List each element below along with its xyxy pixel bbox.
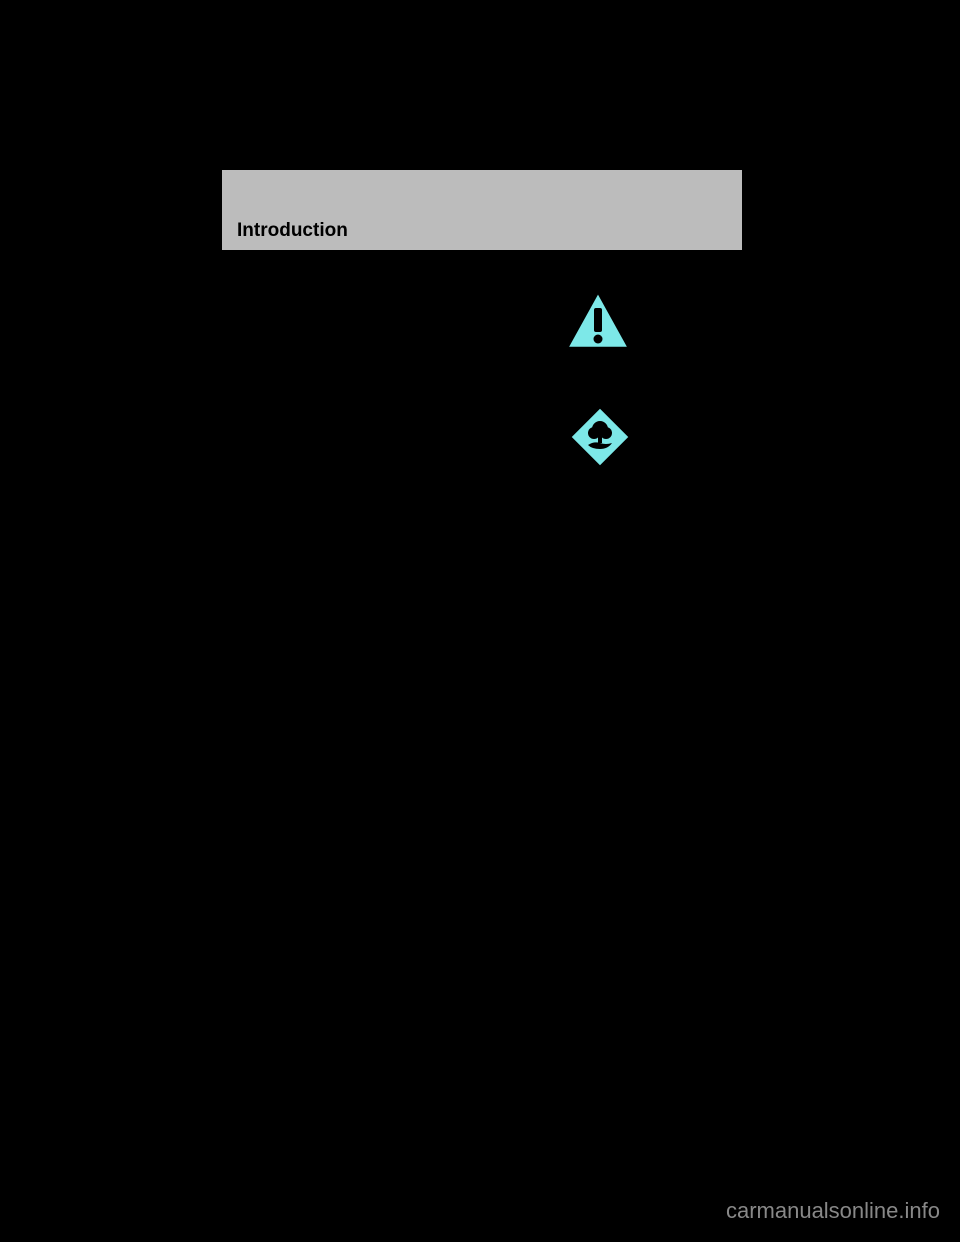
watermark-text: carmanualsonline.info	[726, 1198, 940, 1224]
header-bar: Introduction	[222, 170, 742, 250]
page-title: Introduction	[237, 220, 727, 242]
content-area	[222, 250, 742, 290]
warning-icon	[564, 290, 632, 357]
page-container: Introduction	[222, 170, 742, 290]
environment-icon	[568, 405, 632, 474]
